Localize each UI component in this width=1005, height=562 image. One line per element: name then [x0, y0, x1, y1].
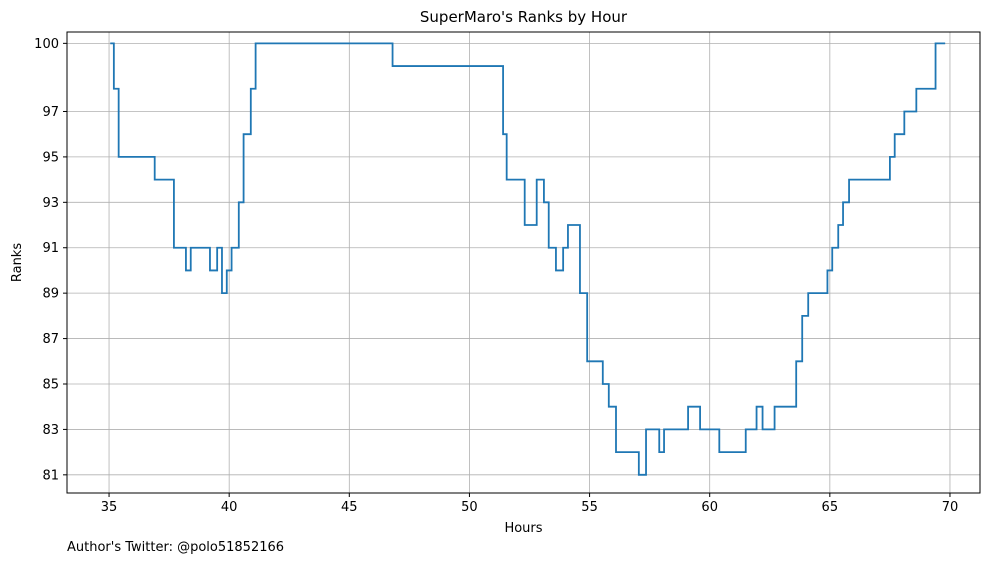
y-tick-label: 97: [42, 105, 59, 120]
y-axis-label: Ranks: [10, 243, 25, 282]
y-tick-label: 89: [42, 287, 59, 302]
x-tick-label: 65: [822, 500, 839, 515]
x-tick-label: 55: [581, 500, 598, 515]
y-tick-label: 93: [42, 196, 59, 211]
x-tick-label: 35: [101, 500, 118, 515]
y-tick-label: 95: [42, 150, 59, 165]
y-tick-label: 81: [42, 468, 59, 483]
x-tick-label: 50: [461, 500, 478, 515]
y-tick-label: 100: [34, 37, 59, 52]
y-tick-label: 91: [42, 241, 59, 256]
x-tick-label: 70: [942, 500, 959, 515]
author-footnote: Author's Twitter: @polo51852166: [67, 540, 284, 555]
y-tick-label: 83: [42, 423, 59, 438]
y-tick-label: 87: [42, 332, 59, 347]
x-axis-label: Hours: [504, 521, 542, 536]
x-tick-label: 45: [341, 500, 358, 515]
x-tick-label: 40: [221, 500, 238, 515]
x-tick-label: 60: [701, 500, 718, 515]
chart-title: SuperMaro's Ranks by Hour: [420, 8, 628, 26]
y-tick-label: 85: [42, 377, 59, 392]
